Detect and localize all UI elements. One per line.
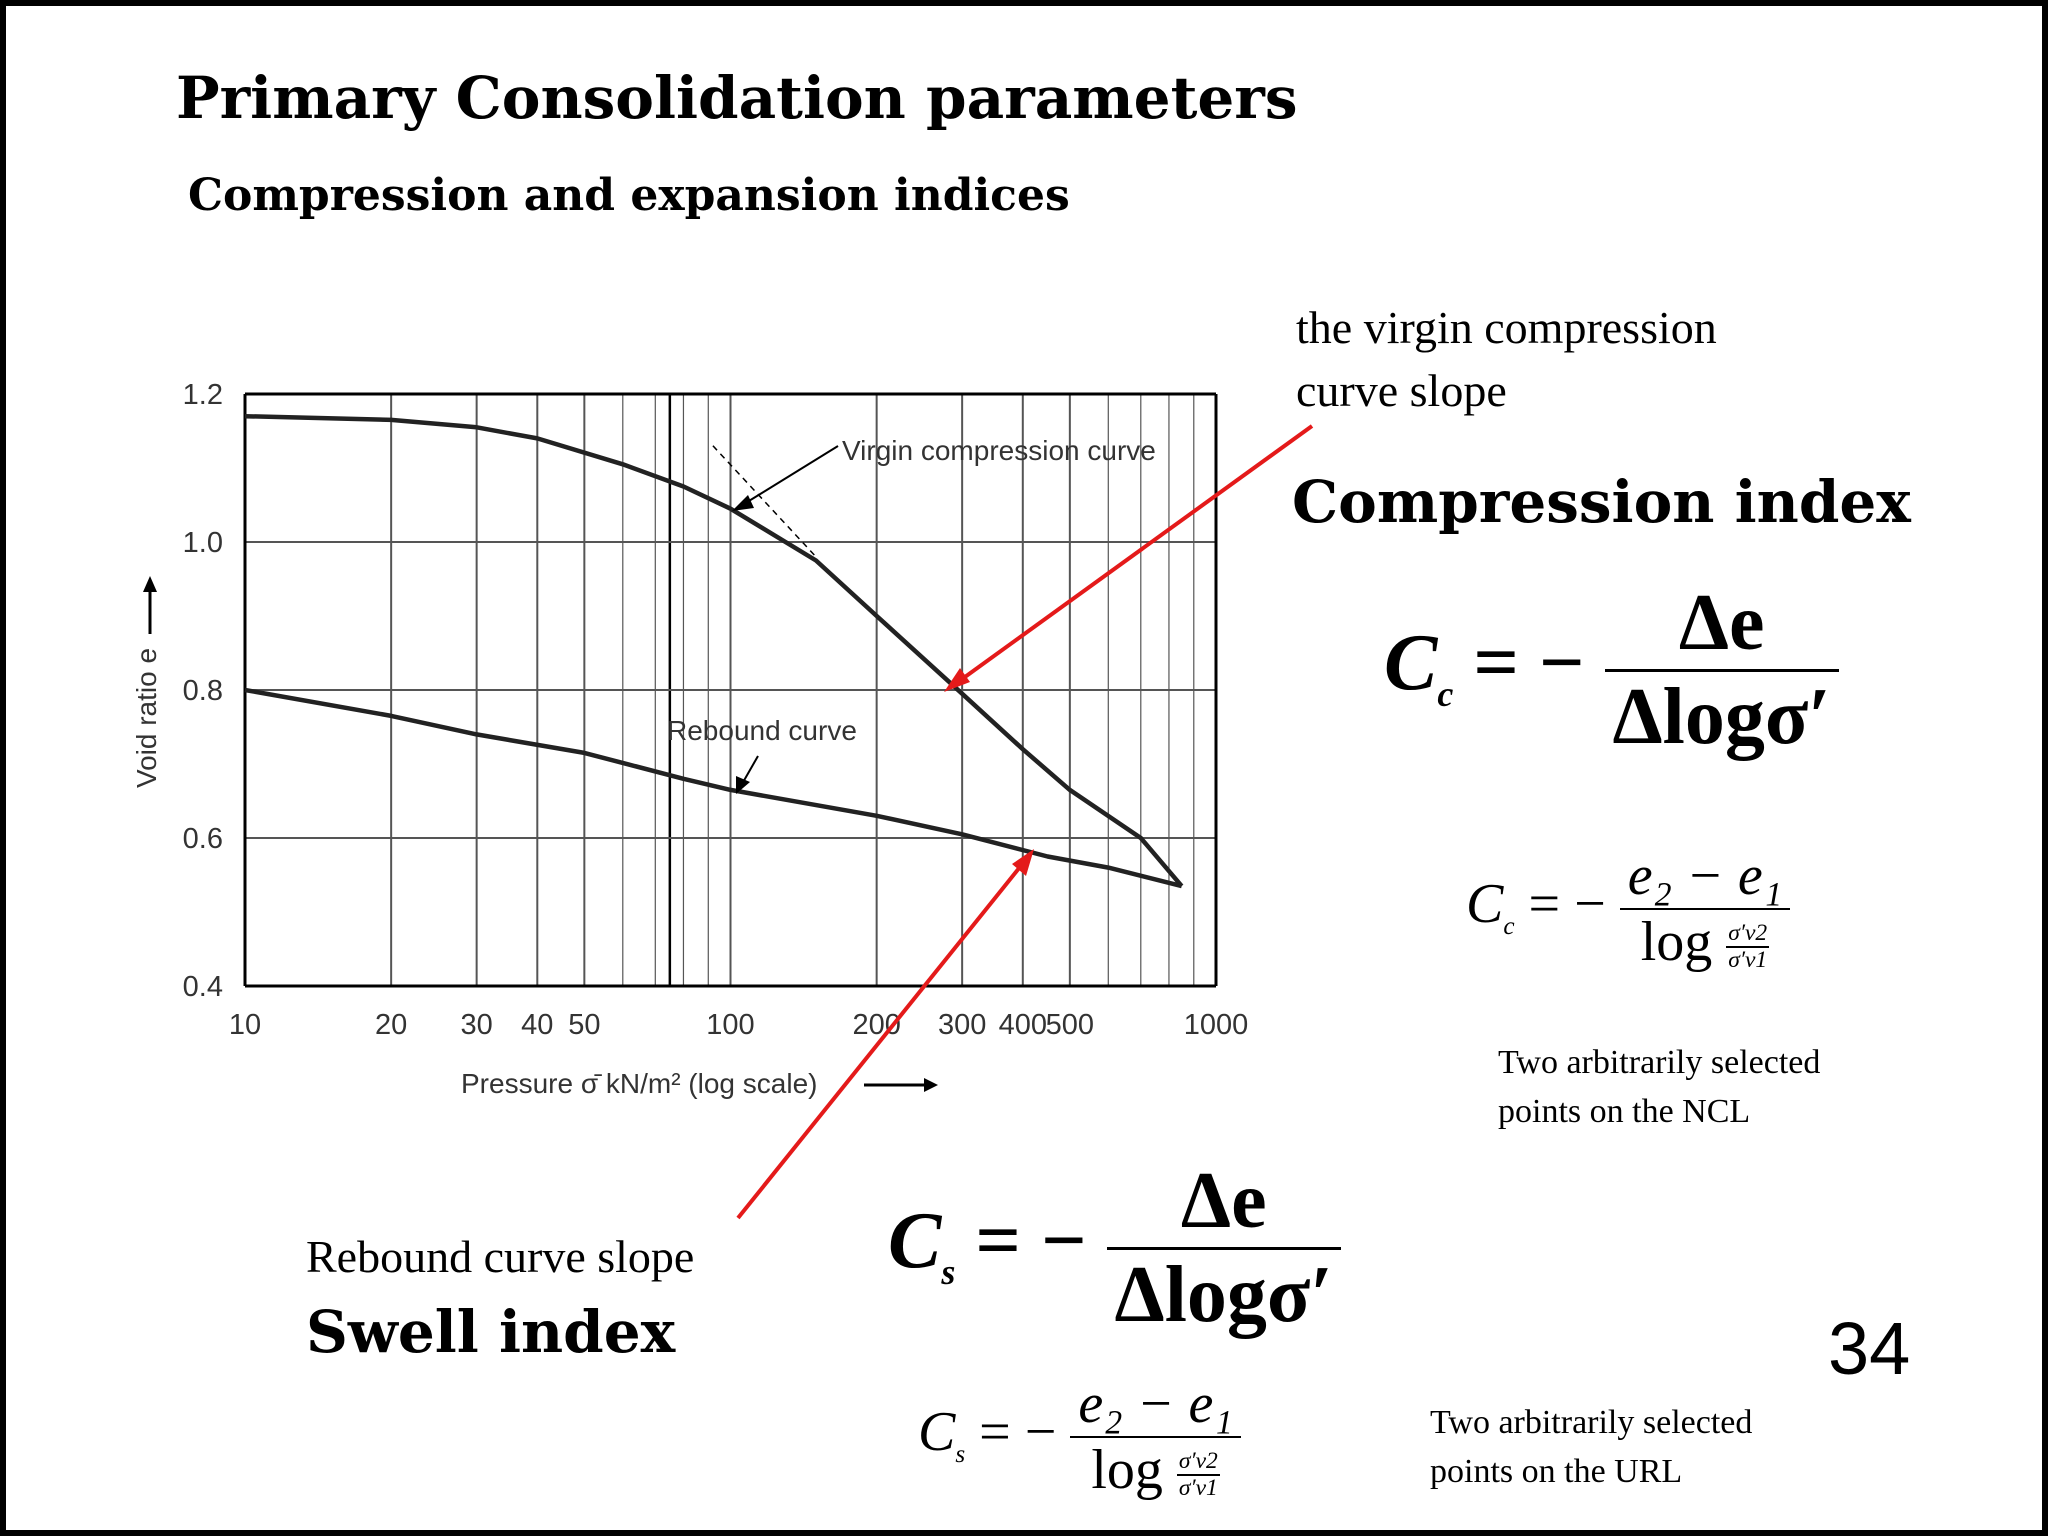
cc2-subscript: c [1503, 913, 1515, 941]
compression-description-line2: curve slope [1296, 365, 1507, 416]
rebound-annotation-pointer [741, 755, 759, 785]
swell-description: Rebound curve slope [306, 1231, 695, 1282]
cs-operator: = − [975, 1196, 1087, 1285]
slide: Primary Consolidation parameters Compres… [6, 6, 2042, 1530]
y-tick-label: 1.0 [183, 527, 223, 559]
rebound-annotation-arrowhead [736, 776, 750, 794]
cs2-subscript: s [955, 1441, 966, 1469]
x-tick-label: 300 [938, 1009, 986, 1041]
swell-index-formula-expanded: Cs = − e₂ − e₁ log σ′v2 σ′v1 [918, 1372, 1241, 1502]
x-tick-label: 100 [706, 1009, 754, 1041]
compression-note: Two arbitrarily selected points on the N… [1498, 1038, 1820, 1136]
y-tick-label: 1.2 [183, 379, 223, 411]
compression-description: the virgin compression curve slope [1296, 296, 1717, 422]
cc2-fraction: e₂ − e₁ log σ′v2 σ′v1 [1619, 844, 1791, 974]
compression-index-title: Compression index [1292, 468, 1911, 536]
cs2-ratio-den: σ′v1 [1178, 1475, 1218, 1502]
cs2-numerator: e₂ − e₁ [1078, 1373, 1233, 1435]
chart-grid [245, 394, 1216, 986]
y-tick-label: 0.8 [183, 675, 223, 707]
cs-symbol: C [888, 1196, 942, 1285]
cc2-ratio: σ′v2 σ′v1 [1726, 920, 1770, 974]
cc-subscript: c [1437, 673, 1454, 714]
y-tick-label: 0.4 [183, 971, 223, 1003]
swell-red-arrow [736, 860, 1026, 1220]
cs-subscript: s [941, 1251, 956, 1292]
cs2-ratio: σ′v2 σ′v1 [1176, 1448, 1220, 1502]
cs2-denominator: log σ′v2 σ′v1 [1070, 1436, 1241, 1502]
chart-series [244, 413, 1184, 889]
compression-index-formula: Cc = − Δe Δlogσ′ [1384, 578, 1839, 763]
compression-red-arrowhead [944, 668, 970, 692]
x-tick-label: 10 [229, 1009, 261, 1041]
cc-fraction: Δe Δlogσ′ [1604, 578, 1839, 763]
y-axis-label: Void ratio e [131, 648, 162, 788]
compression-description-line1: the virgin compression [1296, 302, 1717, 353]
page-number: 34 [1828, 1307, 1911, 1390]
cc-symbol: C [1384, 618, 1438, 707]
cc-operator: = − [1473, 618, 1585, 707]
cs-fraction: Δe Δlogσ′ [1106, 1156, 1341, 1341]
cs-denominator: Δlogσ′ [1106, 1247, 1341, 1341]
cs2-ratio-num: σ′v2 [1176, 1448, 1220, 1477]
x-tick-label: 50 [568, 1009, 600, 1041]
rebound-curve [244, 687, 1183, 889]
cc2-symbol: C [1466, 872, 1504, 935]
virgin-annotation-pointer [743, 445, 839, 505]
virgin-annotation-arrowhead [732, 495, 754, 511]
swell-index-formula: Cs = − Δe Δlogσ′ [888, 1156, 1341, 1341]
swell-red-arrowhead [1012, 849, 1034, 876]
tangent-dashed-line [712, 445, 817, 558]
cs2-log: log [1091, 1439, 1163, 1501]
y-axis-arrowhead [143, 576, 157, 592]
cc2-operator: = − [1528, 872, 1606, 935]
cc-numerator: Δe [1678, 579, 1765, 667]
virgin-curve-annotation: Virgin compression curve [842, 435, 1156, 466]
rebound-curve-annotation: Rebound curve [667, 715, 857, 746]
cs2-symbol: C [918, 1400, 956, 1463]
x-axis-arrowhead [924, 1078, 938, 1092]
cc-denominator: Δlogσ′ [1604, 669, 1839, 763]
red-arrows [736, 424, 1314, 1220]
x-tick-label: 40 [521, 1009, 553, 1041]
x-tick-label: 400 [999, 1009, 1047, 1041]
cs2-fraction: e₂ − e₁ log σ′v2 σ′v1 [1070, 1372, 1241, 1502]
compression-note-line1: Two arbitrarily selected [1498, 1044, 1821, 1081]
virgin-compression-curve [244, 413, 1184, 888]
slide-title: Primary Consolidation parameters [176, 64, 1298, 132]
cc2-log: log [1640, 911, 1713, 973]
cs-numerator: Δe [1180, 1157, 1267, 1245]
x-tick-label: 500 [1046, 1009, 1094, 1041]
cc2-ratio-num: σ′v2 [1726, 920, 1770, 949]
x-axis-label: Pressure σ̄ kN/m² (log scale) [461, 1068, 817, 1099]
cc2-denominator: log σ′v2 σ′v1 [1619, 908, 1791, 974]
cs2-operator: = − [979, 1400, 1057, 1463]
compression-note-line2: points on the NCL [1498, 1093, 1751, 1130]
swell-note-line1: Two arbitrarily selected [1430, 1404, 1753, 1441]
x-tick-label: 1000 [1184, 1009, 1249, 1041]
cc2-ratio-den: σ′v1 [1728, 947, 1768, 974]
compression-index-formula-expanded: Cc = − e₂ − e₁ log σ′v2 σ′v1 [1466, 844, 1791, 974]
compression-red-arrow [956, 424, 1314, 684]
x-tick-label: 30 [461, 1009, 493, 1041]
swell-index-title: Swell index [306, 1298, 676, 1366]
cc2-numerator: e₂ − e₁ [1627, 845, 1783, 907]
swell-note: Two arbitrarily selected points on the U… [1430, 1398, 1752, 1496]
y-tick-label: 0.6 [183, 823, 223, 855]
swell-note-line2: points on the URL [1430, 1453, 1683, 1490]
slide-subtitle: Compression and expansion indices [188, 170, 1070, 221]
x-tick-label: 20 [375, 1009, 407, 1041]
